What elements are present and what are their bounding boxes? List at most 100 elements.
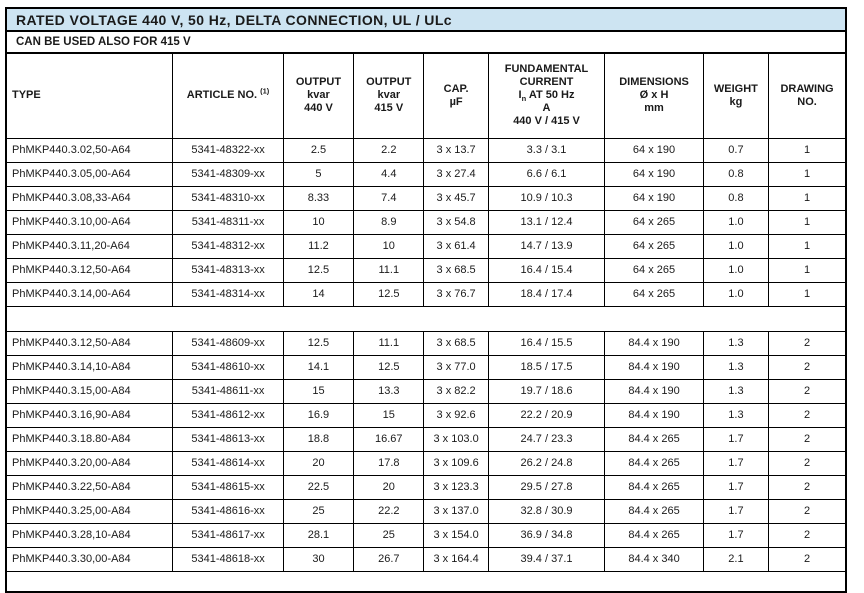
cell-cap-uf: 3 x 68.5 xyxy=(423,330,489,356)
cell-drawing-no: 2 xyxy=(768,546,846,572)
cell-output-kvar-415v: 20 xyxy=(353,474,425,500)
table-row: PhMKP440.3.08,33-A64 5341-48310-xx 8.33 7.4… xyxy=(6,185,846,211)
cell-type: PhMKP440.3.14,10-A84 xyxy=(6,354,174,380)
cell-output-kvar-415v: 8.9 xyxy=(353,209,425,235)
cell-dimensions: 64 x 265 xyxy=(604,233,704,259)
table-row: PhMKP440.3.30,00-A84 5341-48618-xx 30 26.7 3… xyxy=(6,546,846,572)
cell-drawing-no: 2 xyxy=(768,402,846,428)
cell-output-kvar-440v: 16.9 xyxy=(282,402,355,428)
cell-weight-kg: 1.0 xyxy=(702,209,770,235)
cell-cap-uf: 3 x 103.0 xyxy=(423,426,489,452)
cell-article-no: 5341-48309-xx xyxy=(172,161,284,187)
cell-weight-kg: 1.3 xyxy=(702,330,770,356)
cell-fundamental-current: 22.2 / 20.9 xyxy=(487,402,606,428)
cell-article-no: 5341-48612-xx xyxy=(172,402,284,428)
cell-article-no: 5341-48618-xx xyxy=(172,546,284,572)
cell-drawing-no: 2 xyxy=(768,450,846,476)
cell-type: PhMKP440.3.05,00-A64 xyxy=(6,161,174,187)
cell-cap-uf: 3 x 164.4 xyxy=(423,546,489,572)
table-row: PhMKP440.3.14,10-A84 5341-48610-xx 14.1 12.… xyxy=(6,354,846,380)
cell-type: PhMKP440.3.14,00-A64 xyxy=(6,281,174,307)
cell-output-kvar-440v: 20 xyxy=(282,450,355,476)
cell-dimensions: 84.4 x 265 xyxy=(604,522,704,548)
cell-cap-uf: 3 x 109.6 xyxy=(423,450,489,476)
cell-article-no: 5341-48609-xx xyxy=(172,330,284,356)
cell-dimensions: 64 x 265 xyxy=(604,257,704,283)
cell-output-kvar-440v: 25 xyxy=(282,498,355,524)
column-header-article-no: ARTICLE NO. (1) xyxy=(172,53,284,139)
cell-weight-kg: 1.0 xyxy=(702,257,770,283)
cell-drawing-no: 2 xyxy=(768,354,846,380)
cell-drawing-no: 2 xyxy=(768,426,846,452)
table-row: PhMKP440.3.18.80-A84 5341-48613-xx 18.8 16.… xyxy=(6,426,846,452)
cell-output-kvar-415v: 12.5 xyxy=(353,354,425,380)
cell-type: PhMKP440.3.28,10-A84 xyxy=(6,522,174,548)
cell-fundamental-current: 10.9 / 10.3 xyxy=(487,185,606,211)
cell-output-kvar-415v: 4.4 xyxy=(353,161,425,187)
cell-dimensions: 84.4 x 265 xyxy=(604,426,704,452)
cell-type: PhMKP440.3.22,50-A84 xyxy=(6,474,174,500)
cell-weight-kg: 1.7 xyxy=(702,426,770,452)
cell-article-no: 5341-48610-xx xyxy=(172,354,284,380)
cell-dimensions: 84.4 x 265 xyxy=(604,498,704,524)
cell-weight-kg: 0.8 xyxy=(702,185,770,211)
cell-drawing-no: 1 xyxy=(768,161,846,187)
cell-fundamental-current: 3.3 / 3.1 xyxy=(487,137,606,163)
cell-output-kvar-440v: 30 xyxy=(282,546,355,572)
cell-fundamental-current: 13.1 / 12.4 xyxy=(487,209,606,235)
cell-article-no: 5341-48617-xx xyxy=(172,522,284,548)
cell-drawing-no: 1 xyxy=(768,257,846,283)
cell-weight-kg: 0.7 xyxy=(702,137,770,163)
spec-table: TYPE ARTICLE NO. (1) OUTPUT kvar 440 V OUTPUT… xyxy=(6,53,846,591)
cell-article-no: 5341-48310-xx xyxy=(172,185,284,211)
cell-dimensions: 84.4 x 265 xyxy=(604,450,704,476)
cell-output-kvar-415v: 15 xyxy=(353,402,425,428)
cell-output-kvar-440v: 10 xyxy=(282,209,355,235)
table-body: PhMKP440.3.02,50-A64 5341-48322-xx 2.5 2.2 3… xyxy=(6,137,846,591)
cell-output-kvar-415v: 7.4 xyxy=(353,185,425,211)
cell-drawing-no: 1 xyxy=(768,185,846,211)
cell-dimensions: 84.4 x 190 xyxy=(604,330,704,356)
cell-output-kvar-415v: 26.7 xyxy=(353,546,425,572)
table-row: PhMKP440.3.12,50-A84 5341-48609-xx 12.5 11.… xyxy=(6,330,846,356)
cell-output-kvar-415v: 16.67 xyxy=(353,426,425,452)
trailing-empty-row xyxy=(7,570,845,591)
cell-drawing-no: 1 xyxy=(768,281,846,307)
cell-output-kvar-440v: 15 xyxy=(282,378,355,404)
cell-dimensions: 84.4 x 190 xyxy=(604,402,704,428)
cell-output-kvar-415v: 10 xyxy=(353,233,425,259)
cell-weight-kg: 1.3 xyxy=(702,402,770,428)
cell-drawing-no: 2 xyxy=(768,474,846,500)
cell-output-kvar-440v: 2.5 xyxy=(282,137,355,163)
cell-type: PhMKP440.3.15,00-A84 xyxy=(6,378,174,404)
cell-fundamental-current: 24.7 / 23.3 xyxy=(487,426,606,452)
cell-cap-uf: 3 x 154.0 xyxy=(423,522,489,548)
cell-type: PhMKP440.3.25,00-A84 xyxy=(6,498,174,524)
cell-fundamental-current: 16.4 / 15.5 xyxy=(487,330,606,356)
table-row: PhMKP440.3.20,00-A84 5341-48614-xx 20 17.8 3… xyxy=(6,450,846,476)
cell-drawing-no: 1 xyxy=(768,209,846,235)
table-row: PhMKP440.3.05,00-A64 5341-48309-xx 5 4.4 3 x… xyxy=(6,161,846,187)
cell-output-kvar-440v: 12.5 xyxy=(282,257,355,283)
column-header-weight-kg: WEIGHT kg xyxy=(702,53,770,139)
cell-output-kvar-440v: 14.1 xyxy=(282,354,355,380)
cell-weight-kg: 2.1 xyxy=(702,546,770,572)
cell-cap-uf: 3 x 76.7 xyxy=(423,281,489,307)
cell-type: PhMKP440.3.08,33-A64 xyxy=(6,185,174,211)
cell-drawing-no: 1 xyxy=(768,137,846,163)
cell-weight-kg: 1.7 xyxy=(702,498,770,524)
table-subtitle: CAN BE USED ALSO FOR 415 V xyxy=(7,32,845,54)
cell-drawing-no: 2 xyxy=(768,378,846,404)
cell-cap-uf: 3 x 27.4 xyxy=(423,161,489,187)
cell-drawing-no: 2 xyxy=(768,498,846,524)
cell-article-no: 5341-48322-xx xyxy=(172,137,284,163)
cell-output-kvar-440v: 18.8 xyxy=(282,426,355,452)
cell-cap-uf: 3 x 92.6 xyxy=(423,402,489,428)
cell-dimensions: 84.4 x 190 xyxy=(604,378,704,404)
cell-weight-kg: 1.7 xyxy=(702,450,770,476)
cell-fundamental-current: 16.4 / 15.4 xyxy=(487,257,606,283)
cell-cap-uf: 3 x 77.0 xyxy=(423,354,489,380)
cell-cap-uf: 3 x 13.7 xyxy=(423,137,489,163)
table-head: TYPE ARTICLE NO. (1) OUTPUT kvar 440 V OUTPUT… xyxy=(6,53,846,139)
cell-output-kvar-415v: 25 xyxy=(353,522,425,548)
